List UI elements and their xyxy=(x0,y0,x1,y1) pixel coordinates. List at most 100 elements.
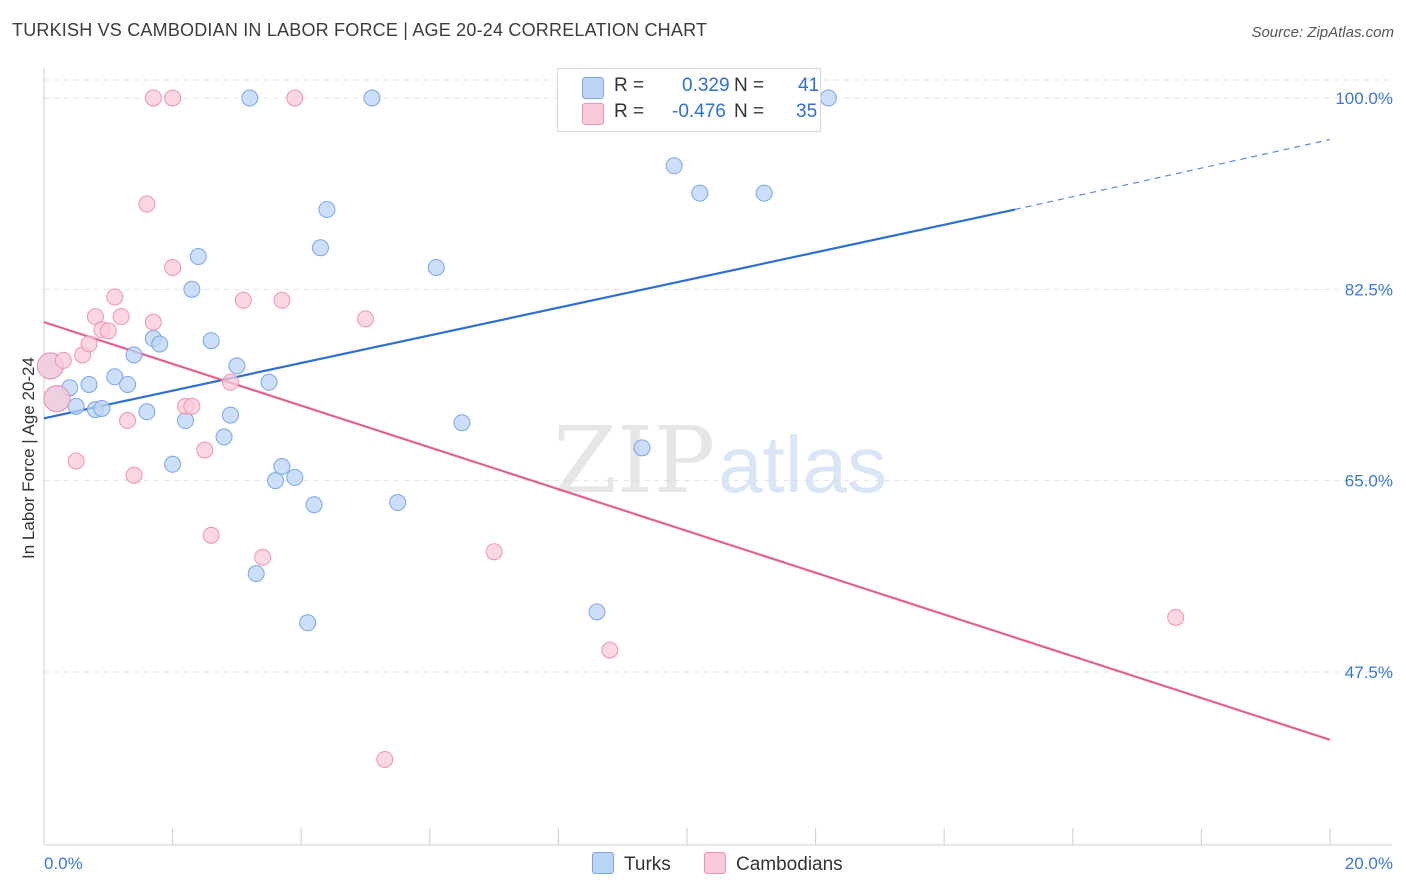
cambodians-point xyxy=(601,641,619,659)
turks-point xyxy=(389,494,407,512)
x-tick-label: 0.0% xyxy=(44,854,83,873)
cambodians-point xyxy=(254,548,272,566)
cambodians-point xyxy=(125,466,143,484)
turks-point xyxy=(427,258,445,276)
turks-point xyxy=(453,414,471,432)
turks-point xyxy=(755,184,773,202)
cambodians-point xyxy=(106,288,124,306)
y-tick-label: 47.5% xyxy=(1345,663,1393,682)
cambodians-point xyxy=(221,373,239,391)
turks-point xyxy=(228,357,246,375)
bottom-legend-turks: Turks xyxy=(592,852,671,876)
grid xyxy=(44,79,1392,673)
y-tick-label: 82.5% xyxy=(1345,280,1393,299)
cambodians-point xyxy=(164,89,182,107)
turks-point xyxy=(318,201,336,219)
turks-point xyxy=(260,373,278,391)
turks-point xyxy=(106,368,124,386)
legend-n-label: N = xyxy=(734,101,765,122)
turks-point xyxy=(164,455,182,473)
cambodians-point xyxy=(54,351,72,369)
turks-point xyxy=(221,406,239,424)
turks-point xyxy=(189,248,207,266)
turks-trend-line xyxy=(43,208,1016,420)
watermark-atlas: atlas xyxy=(718,420,887,509)
y-axis-label: In Labor Force | Age 20-24 xyxy=(19,357,38,559)
turks-point xyxy=(151,335,169,353)
y-tick-label: 65.0% xyxy=(1345,472,1393,491)
turks-point xyxy=(93,400,111,418)
chart-title: TURKISH VS CAMBODIAN IN LABOR FORCE | AG… xyxy=(12,20,708,40)
turks-point xyxy=(215,428,233,446)
legend-r-label: R = xyxy=(614,101,645,122)
cambodians-point xyxy=(138,195,156,213)
turks-point xyxy=(67,397,85,415)
cambodians-point xyxy=(43,385,71,413)
turks-point xyxy=(299,614,317,632)
turks-point xyxy=(273,457,291,475)
cambodians-point xyxy=(196,441,214,459)
bottom-legend-cambodians: Cambodians xyxy=(704,852,843,876)
turks-point xyxy=(588,603,606,621)
turks-point xyxy=(119,375,137,393)
watermark-zip: ZIP xyxy=(553,407,715,514)
cambodians-point xyxy=(357,310,374,328)
legend-n-label: N = xyxy=(734,75,765,96)
cambodians-point xyxy=(164,258,182,276)
cambodians-swatch xyxy=(582,103,604,125)
legend: R = 0.329 N = 41 R = -0.476 N = 35 xyxy=(557,68,821,132)
turks-point xyxy=(176,412,194,430)
source-label: Source: ZipAtlas.com xyxy=(1251,24,1394,41)
turks-swatch xyxy=(582,77,604,99)
turks-point xyxy=(286,468,304,486)
cambodians-point xyxy=(273,291,291,309)
turks-point xyxy=(202,332,220,350)
turks-legend-swatch xyxy=(592,852,614,874)
cambodians-r-value: -0.476 xyxy=(672,101,726,122)
turks-legend-label: Turks xyxy=(624,854,671,875)
turks-point xyxy=(311,239,329,257)
cambodians-legend-label: Cambodians xyxy=(736,854,843,875)
cambodians-point xyxy=(80,335,98,353)
cambodians-point xyxy=(67,452,85,470)
turks-point xyxy=(363,89,381,107)
turks-n-value: 41 xyxy=(798,75,820,96)
turks-point xyxy=(138,403,156,421)
cambodians-legend-swatch xyxy=(704,852,726,874)
turks-trend-extension xyxy=(1014,138,1331,211)
turks-point xyxy=(247,565,265,583)
turks-point xyxy=(183,280,201,298)
cambodians-point xyxy=(202,526,220,544)
cambodians-point xyxy=(376,750,394,768)
x-tick-label: 20.0% xyxy=(1345,854,1393,873)
cambodians-point xyxy=(119,412,137,430)
turks-point xyxy=(266,472,284,490)
cambodians-point xyxy=(234,291,252,309)
turks-point xyxy=(241,89,259,107)
cambodians-point xyxy=(286,89,304,107)
turks-point xyxy=(665,157,683,175)
cambodians-point xyxy=(183,397,201,415)
cambodians-n-value: 35 xyxy=(796,101,818,122)
cambodians-trend-line xyxy=(43,321,1331,741)
cambodians-point xyxy=(144,89,162,107)
cambodians-point xyxy=(485,543,503,561)
cambodians-point xyxy=(144,313,162,331)
cambodians-point xyxy=(1167,608,1185,626)
axes xyxy=(43,68,1392,846)
turks-point xyxy=(80,375,98,393)
cambodians-point xyxy=(99,322,117,340)
data-points xyxy=(36,89,1185,768)
watermark: ZIP atlas xyxy=(553,407,887,514)
turks-point xyxy=(633,439,651,457)
trend-lines xyxy=(43,138,1331,741)
turks-point xyxy=(819,89,837,107)
y-tick-label: 100.0% xyxy=(1335,89,1393,108)
turks-point xyxy=(305,496,323,514)
cambodians-point xyxy=(112,308,130,326)
turks-point xyxy=(691,184,709,202)
turks-r-value: 0.329 xyxy=(682,75,730,96)
legend-r-label: R = xyxy=(614,75,645,96)
turks-point xyxy=(125,346,143,364)
